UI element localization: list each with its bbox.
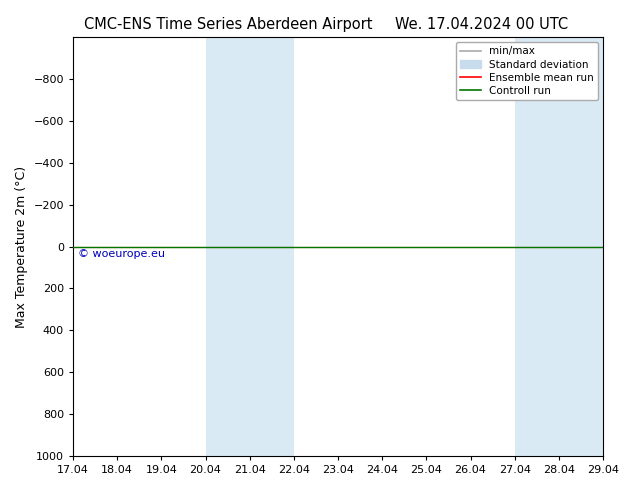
Text: CMC-ENS Time Series Aberdeen Airport: CMC-ENS Time Series Aberdeen Airport: [84, 17, 373, 32]
Text: © woeurope.eu: © woeurope.eu: [79, 248, 165, 259]
Legend: min/max, Standard deviation, Ensemble mean run, Controll run: min/max, Standard deviation, Ensemble me…: [456, 42, 598, 100]
Bar: [515, 37, 603, 456]
Text: We. 17.04.2024 00 UTC: We. 17.04.2024 00 UTC: [395, 17, 569, 32]
Bar: [205, 37, 294, 456]
Y-axis label: Max Temperature 2m (°C): Max Temperature 2m (°C): [15, 166, 28, 328]
